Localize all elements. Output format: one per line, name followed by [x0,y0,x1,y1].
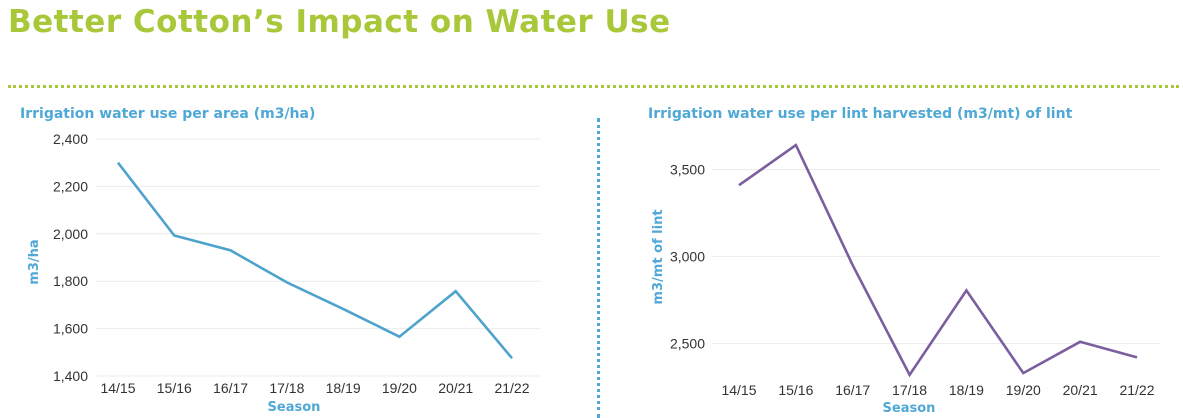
y-tick-label: 2,200 [53,178,88,194]
vertical-dotted-divider [597,118,600,418]
x-tick-label: 20/21 [438,380,473,396]
y-tick-label: 3,500 [670,162,705,178]
x-tick-label: 18/19 [949,382,984,398]
y-tick-label: 2,500 [670,336,705,352]
series-line [738,143,1138,378]
water-per-area-chart: 1,400 1,600 1,800 2,000 2,200 2,400 14/15 15/16… [27,131,540,415]
x-tick-label: 14/15 [100,380,135,396]
x-tick-label: 16/17 [213,380,248,396]
series-line [116,161,513,360]
x-tick-label: 21/22 [494,380,529,396]
y-tick-label: 1,600 [53,321,88,337]
y-axis-title: m3/ha [27,239,42,284]
x-tick-label: 19/20 [1006,382,1041,398]
right-chart-title: Irrigation water use per lint harvested … [648,106,1073,122]
dotted-divider [8,85,1179,88]
x-tick-label: 18/19 [326,380,361,396]
x-tick-label: 21/22 [1119,382,1154,398]
y-tick-label: 1,400 [53,368,88,384]
y-tick-label: 1,800 [53,273,88,289]
y-axis-title: m3/mt of lint [651,209,666,304]
left-chart-title: Irrigation water use per area (m3/ha) [20,106,316,122]
y-tick-label: 2,000 [53,226,88,242]
y-tick-label: 2,400 [53,131,88,147]
x-tick-label: 19/20 [382,380,417,396]
x-tick-label: 17/18 [269,380,304,396]
x-axis-title: Season [883,401,936,416]
x-tick-label: 17/18 [892,382,927,398]
page-title: Better Cotton’s Impact on Water Use [8,4,671,40]
x-axis-title: Season [268,400,321,415]
x-tick-label: 20/21 [1063,382,1098,398]
x-tick-label: 16/17 [835,382,870,398]
y-tick-label: 3,000 [670,249,705,265]
x-tick-label: 14/15 [721,382,756,398]
water-per-lint-chart: 2,500 3,000 3,500 14/15 15/16 16/17 17/18 18/19… [651,143,1160,416]
x-tick-label: 15/16 [157,380,192,396]
x-tick-label: 15/16 [778,382,813,398]
